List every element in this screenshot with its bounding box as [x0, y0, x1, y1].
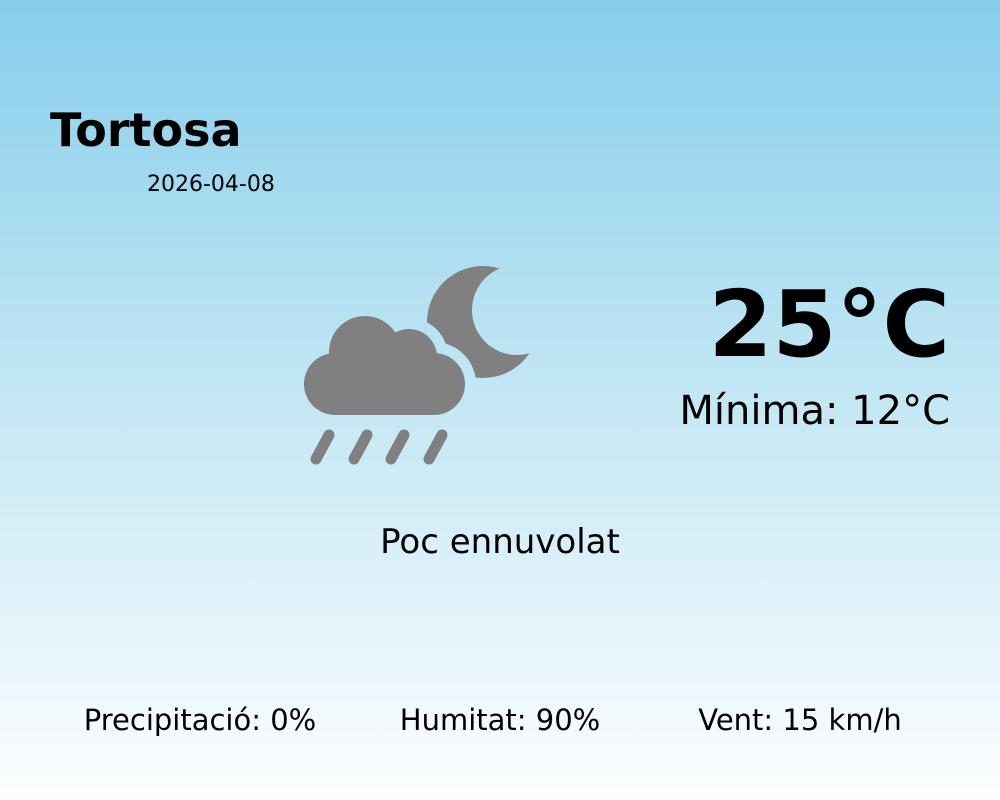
- forecast-date: 2026-04-08: [147, 172, 275, 197]
- minimum-temperature: Mínima: 12°C: [679, 388, 950, 434]
- city-name: Tortosa: [50, 103, 242, 157]
- humidity-stat: Humitat: 90%: [399, 703, 601, 737]
- precipitation-stat: Precipitació: 0%: [83, 703, 317, 737]
- wind-stat: Vent: 15 km/h: [698, 703, 902, 737]
- current-temperature: 25°C: [708, 271, 950, 378]
- weather-condition: Poc ennuvolat: [380, 522, 620, 562]
- cloud-moon-rain-icon: [290, 255, 540, 479]
